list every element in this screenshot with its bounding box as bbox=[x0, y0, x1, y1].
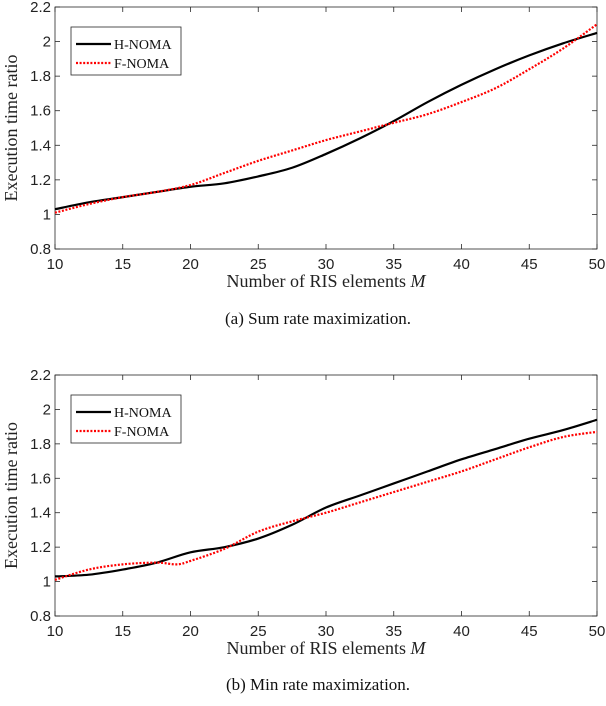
y-tick-label: 2 bbox=[43, 401, 51, 418]
y-tick-label: 1 bbox=[43, 206, 51, 223]
x-tick-label: 40 bbox=[453, 256, 470, 273]
y-tick-label: 1.4 bbox=[30, 505, 51, 522]
x-tick-label: 30 bbox=[318, 256, 335, 273]
series-line-f-noma bbox=[54, 23, 598, 214]
y-tick-label: 1.6 bbox=[30, 103, 51, 120]
chart-a: 10 15 20 25 30 35 40 45 50 0.8 1 1.2 1.4 1.6 1.8 2 2.2 Nu… bbox=[1, 0, 605, 328]
x-tick-label: 25 bbox=[250, 256, 267, 273]
legend-label: H-NOMA bbox=[114, 38, 172, 53]
x-axis-label-var: M bbox=[409, 271, 426, 291]
y-tick-label: 1.8 bbox=[30, 68, 51, 85]
x-tick-label: 20 bbox=[182, 623, 199, 640]
x-tick-label: 50 bbox=[589, 256, 606, 273]
x-tick-label: 45 bbox=[521, 623, 538, 640]
series-line-h-noma bbox=[54, 418, 598, 578]
x-tick-label: 45 bbox=[521, 256, 538, 273]
y-axis-label: Execution time ratio bbox=[1, 422, 21, 569]
y-tick-label: 1 bbox=[43, 574, 51, 591]
legend: H-NOMA F-NOMA bbox=[70, 26, 182, 76]
y-tick-label: 1.2 bbox=[30, 172, 51, 189]
y-tick-label: 2.2 bbox=[30, 0, 51, 16]
y-tick-label: 0.8 bbox=[30, 241, 51, 258]
y-axis-label: Execution time ratio bbox=[1, 55, 21, 202]
series-line-f-noma bbox=[54, 430, 598, 581]
caption: (b) Min rate maximization. bbox=[226, 675, 410, 694]
caption: (a) Sum rate maximization. bbox=[225, 309, 411, 328]
x-tick-label: 15 bbox=[114, 256, 131, 273]
x-axis-label: Number of RIS elements M bbox=[227, 638, 427, 658]
x-axis-label: Number of RIS elements M bbox=[227, 271, 427, 291]
legend-box bbox=[70, 394, 182, 444]
x-tick-label: 35 bbox=[385, 623, 402, 640]
y-tick-label: 0.8 bbox=[30, 608, 51, 625]
x-tick-label: 30 bbox=[318, 623, 335, 640]
y-tick-label: 1.2 bbox=[30, 539, 51, 556]
x-tick-label: 15 bbox=[114, 623, 131, 640]
x-tick-label: 10 bbox=[47, 623, 64, 640]
legend-label: F-NOMA bbox=[114, 57, 170, 72]
legend-label: H-NOMA bbox=[114, 406, 172, 421]
x-tick-label: 20 bbox=[182, 256, 199, 273]
y-tick-label: 2.2 bbox=[30, 367, 51, 384]
legend: H-NOMA F-NOMA bbox=[70, 394, 182, 444]
y-tick-label: 1.4 bbox=[30, 137, 51, 154]
x-axis-label-var: M bbox=[409, 638, 426, 658]
y-tick-label: 1.8 bbox=[30, 436, 51, 453]
x-tick-label: 40 bbox=[453, 623, 470, 640]
x-tick-label: 35 bbox=[385, 256, 402, 273]
x-tick-label: 25 bbox=[250, 623, 267, 640]
y-tick-label: 2 bbox=[43, 34, 51, 51]
legend-label: F-NOMA bbox=[114, 425, 170, 440]
x-tick-label: 10 bbox=[47, 256, 64, 273]
x-tick-label: 50 bbox=[589, 623, 606, 640]
legend-box bbox=[70, 26, 182, 76]
chart-b: 10 15 20 25 30 35 40 45 50 0.8 1 1.2 1.4 1.6 1.8 2 2.2 Nu… bbox=[1, 367, 605, 694]
y-tick-label: 1.6 bbox=[30, 470, 51, 487]
